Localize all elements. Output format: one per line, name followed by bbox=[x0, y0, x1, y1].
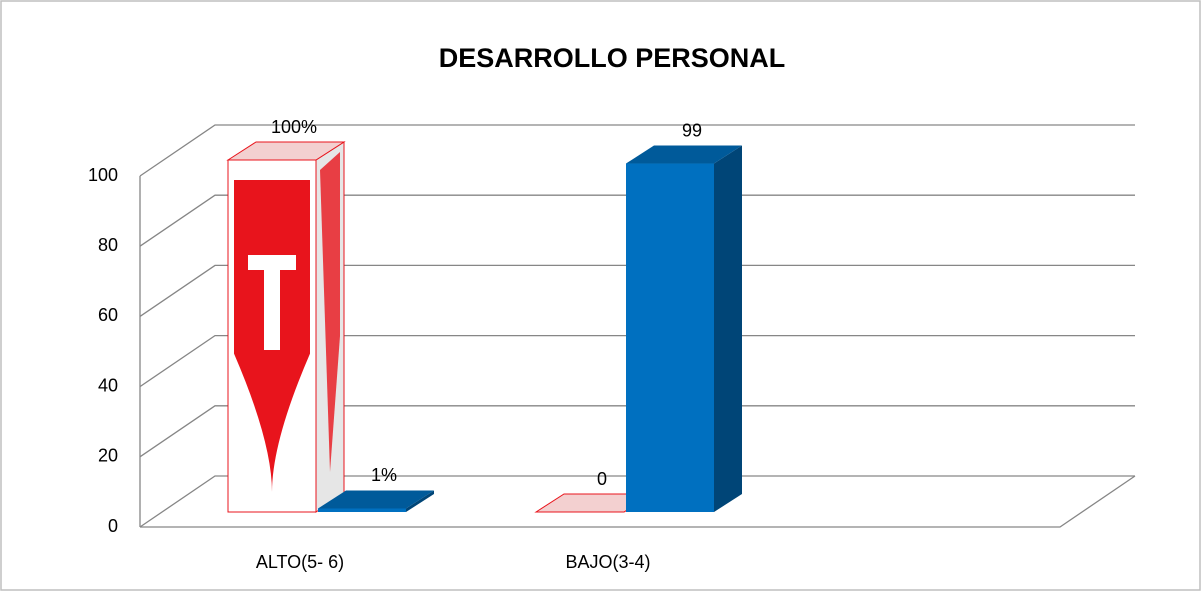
data-label: 1% bbox=[371, 465, 397, 485]
y-tick-label: 0 bbox=[108, 516, 118, 536]
y-tick-label: 60 bbox=[98, 305, 118, 325]
y-tick-label: 80 bbox=[98, 235, 118, 255]
x-tick-label: ALTO(5- 6) bbox=[256, 552, 344, 572]
bar-side bbox=[714, 146, 742, 512]
bar bbox=[626, 146, 742, 512]
bar bbox=[228, 142, 344, 512]
y-tick-label: 20 bbox=[98, 446, 118, 466]
chart: DESARROLLO PERSONAL 0 20 40 60 80 100 ALTO(5- … bbox=[0, 0, 1202, 592]
x-tick-label: BAJO(3-4) bbox=[565, 552, 650, 572]
page: DESARROLLO PERSONAL 0 20 40 60 80 100 ALTO(5- … bbox=[0, 0, 1202, 592]
chart-title: DESARROLLO PERSONAL bbox=[439, 43, 786, 73]
data-label: 100% bbox=[271, 117, 317, 137]
bar-front bbox=[318, 508, 406, 512]
bar-front bbox=[626, 164, 714, 512]
y-tick-label: 100 bbox=[88, 165, 118, 185]
y-tick-label: 40 bbox=[98, 375, 118, 395]
data-label: 0 bbox=[597, 469, 607, 489]
data-label: 99 bbox=[682, 120, 702, 140]
